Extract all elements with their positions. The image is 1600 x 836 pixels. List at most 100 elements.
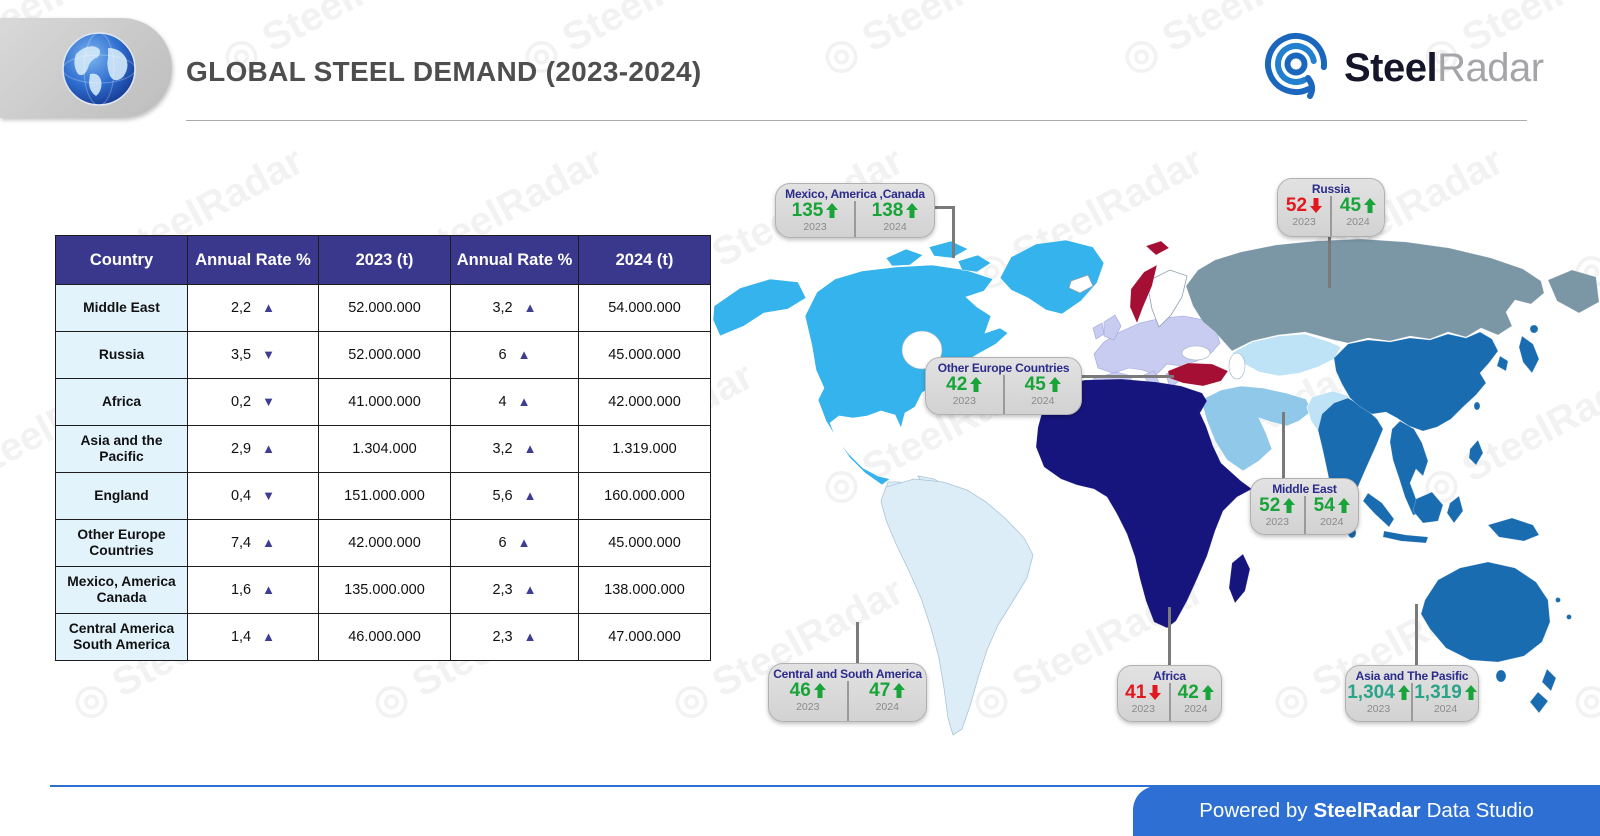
callout-title: Africa xyxy=(1153,669,1186,683)
tonnage-2024-cell: 45.000.000 xyxy=(578,519,711,567)
trend-triangle-up: ▲ xyxy=(523,300,537,315)
trend-triangle-up: ▲ xyxy=(262,300,276,315)
region-australia xyxy=(1420,561,1551,663)
callout-year-2023: 2023 xyxy=(952,395,976,407)
callout-year-2024: 2024 xyxy=(1320,516,1344,528)
powered-by-text: Powered by xyxy=(1199,799,1308,822)
callout-year-2024: 2024 xyxy=(1346,216,1370,228)
callout-year-2023: 2023 xyxy=(796,701,820,713)
callout-value-2024: 1,319 xyxy=(1414,682,1462,703)
tonnage-2024-cell: 1.319.000 xyxy=(578,425,711,473)
callout-title: Central and South America xyxy=(773,667,922,681)
region-madagascar xyxy=(1228,553,1251,604)
table-row: Middle East 2,2 ▲ 52.000.000 3,2 ▲ 54.000.00… xyxy=(55,284,711,332)
tonnage-2024-cell: 47.000.000 xyxy=(578,613,711,661)
map-callout-middle-east: Middle East 52 2023 54 2024 xyxy=(1250,478,1359,535)
black-sea xyxy=(1181,345,1211,361)
trend-triangle-up: ▲ xyxy=(523,582,537,597)
tonnage-2024-cell: 54.000.000 xyxy=(578,284,711,332)
trend-arrow-up xyxy=(1283,498,1296,513)
region-philippines xyxy=(1468,439,1484,466)
callout-year-2024: 2024 xyxy=(883,221,907,233)
callout-col-2024: 138 2024 xyxy=(856,201,934,237)
region-new-zealand xyxy=(1541,668,1557,692)
arrow-slot xyxy=(1397,685,1410,700)
country-cell: Asia and the Pacific xyxy=(55,425,188,473)
rate-2024-cell: 6 ▲ xyxy=(450,519,579,567)
region-sumatra xyxy=(1362,492,1395,528)
tonnage-2024-cell: 138.000.000 xyxy=(578,566,711,614)
footer-divider-line xyxy=(50,785,1600,787)
trend-arrow-down xyxy=(1310,198,1323,213)
country-cell: Middle East xyxy=(55,284,188,332)
trend-arrow-up xyxy=(1364,198,1377,213)
callout-year-2023: 2023 xyxy=(1292,216,1316,228)
country-cell: Central America South America xyxy=(55,613,188,661)
callout-col-2024: 45 2024 xyxy=(1332,196,1384,236)
trend-arrow-up xyxy=(1397,685,1410,700)
table-header-cell: Annual Rate % xyxy=(450,235,579,285)
region-scandinavia xyxy=(1148,269,1188,328)
table-row: Other Europe Countries 7,4 ▲ 42.000.000 6 ▲… xyxy=(55,519,711,567)
rate-2024-cell: 2,3 ▲ xyxy=(450,566,579,614)
callout-col-2024: 42 2024 xyxy=(1171,683,1222,721)
region-taiwan xyxy=(1473,401,1481,411)
rate-2023-cell: 2,2 ▲ xyxy=(187,284,319,332)
footer-suffix: Data Studio xyxy=(1426,799,1534,822)
callout-year-2024: 2024 xyxy=(1184,703,1208,715)
callout-connector xyxy=(1328,230,1331,288)
region-sulawesi xyxy=(1446,495,1464,524)
rate-2024-cell: 4 ▲ xyxy=(450,378,579,426)
callout-col-2024: 1,319 2024 xyxy=(1413,683,1478,721)
callout-connector xyxy=(1168,607,1171,667)
region-java xyxy=(1382,530,1429,544)
trend-triangle-up: ▲ xyxy=(262,629,276,644)
region-svalbard xyxy=(1145,240,1170,256)
callout-value-2023: 41 xyxy=(1125,682,1147,703)
trend-arrow-up xyxy=(1201,685,1214,700)
trend-triangle-up: ▲ xyxy=(523,488,537,503)
rate-2023-cell: 1,4 ▲ xyxy=(187,613,319,661)
region-china xyxy=(1333,331,1499,432)
rate-2024-cell: 3,2 ▲ xyxy=(450,425,579,473)
tonnage-2023-cell: 1.304.000 xyxy=(318,425,451,473)
callout-title: Other Europe Countries xyxy=(937,361,1070,375)
region-central-asia xyxy=(1231,333,1342,377)
arrow-slot xyxy=(906,203,919,218)
callout-year-2023: 2023 xyxy=(1265,516,1289,528)
region-new-zealand xyxy=(1529,691,1549,714)
table-row: Asia and the Pacific 2,9 ▲ 1.304.000 3,2 ▲ 1… xyxy=(55,425,711,473)
trend-arrow-up xyxy=(1337,498,1350,513)
arrow-slot xyxy=(1464,685,1477,700)
region-tasmania xyxy=(1495,669,1507,683)
callout-year-2024: 2024 xyxy=(1031,395,1055,407)
pacific-island xyxy=(1566,614,1572,620)
callout-value-2024: 45 xyxy=(1024,374,1046,395)
callout-title: Mexico, America ,Canada xyxy=(785,187,925,201)
callout-value-2023: 52 xyxy=(1285,195,1308,216)
table-header-cell: Country xyxy=(55,235,188,285)
tonnage-2023-cell: 52.000.000 xyxy=(318,284,451,332)
country-cell: England xyxy=(55,472,188,520)
logo-steel: Steel xyxy=(1344,45,1438,90)
tonnage-2023-cell: 151.000.000 xyxy=(318,472,451,520)
trend-triangle-down: ▼ xyxy=(262,488,276,503)
callout-value-2024: 54 xyxy=(1313,495,1335,516)
logo-wordmark: SteelRadar xyxy=(1344,46,1544,91)
country-cell: Africa xyxy=(55,378,188,426)
map-callout-other-europe: Other Europe Countries 42 2023 45 2024 xyxy=(925,357,1082,415)
rate-2023-cell: 3,5 ▼ xyxy=(187,331,319,379)
callout-col-2023: 1,304 2023 xyxy=(1346,683,1413,721)
table-header-row: Country Annual Rate % 2023 (t) Annual Rate … xyxy=(55,235,711,285)
footer-bar: Powered by SteelRadar Data Studio xyxy=(1133,786,1600,836)
callout-col-2024: 47 2024 xyxy=(849,681,927,721)
map-callout-asia-pacific: Asia and The Pasific 1,304 2023 1,319 2024 xyxy=(1345,665,1479,722)
region-russia-far-east xyxy=(1547,269,1600,314)
table-row: Central America South America 1,4 ▲ 46.000… xyxy=(55,613,711,661)
callout-body: 41 2023 42 2024 xyxy=(1118,683,1221,721)
callout-body: 42 2023 45 2024 xyxy=(926,375,1081,414)
region-greenland xyxy=(999,239,1105,315)
tonnage-2023-cell: 42.000.000 xyxy=(318,519,451,567)
trend-arrow-up xyxy=(826,203,839,218)
